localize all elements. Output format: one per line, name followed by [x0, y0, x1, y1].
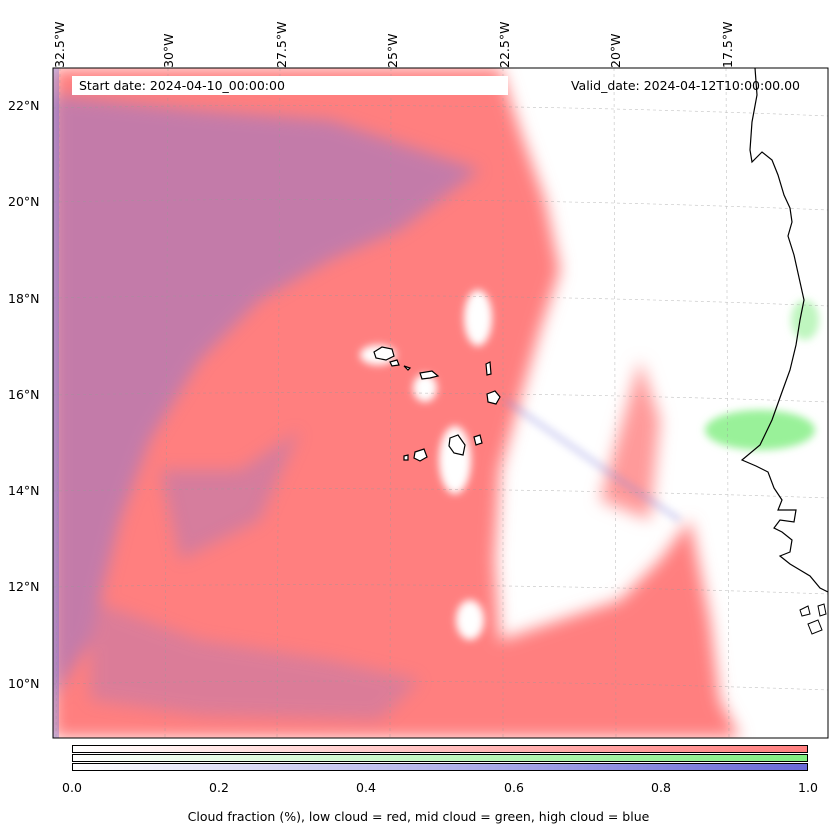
lon-label: 25°W — [385, 33, 400, 68]
colorbar-tick: 0.2 — [209, 780, 229, 795]
clear-patches — [360, 290, 492, 640]
colorbar-tick: 0.8 — [651, 780, 671, 795]
map-frame — [52, 67, 829, 739]
lat-label: 22°N — [8, 98, 40, 113]
high-cloud-streak — [53, 68, 682, 738]
africa-coastline — [740, 68, 828, 593]
lon-label: 20°W — [608, 33, 623, 68]
colorbar-mid-cloud — [72, 754, 808, 762]
lat-label: 14°N — [8, 483, 40, 498]
colorbar-tick: 1.0 — [798, 780, 818, 795]
colorbar-low-cloud — [72, 745, 808, 753]
lon-label: 22.5°W — [497, 21, 512, 68]
bijagos-islands — [799, 603, 827, 635]
lat-label: 12°N — [8, 579, 40, 594]
valid-date-label: Valid_date: 2024-04-12T10:00:00.00 — [570, 78, 800, 93]
lon-label: 17.5°W — [720, 21, 735, 68]
start-date-label: Start date: 2024-04-10_00:00:00 — [79, 78, 285, 93]
lat-label: 20°N — [8, 194, 40, 209]
lat-label: 10°N — [8, 676, 40, 691]
colorbar-tick: 0.6 — [504, 780, 524, 795]
cape-verde-islands — [373, 346, 501, 462]
map-gridlines — [53, 68, 828, 738]
colorbar-tick: 0.4 — [356, 780, 376, 795]
lat-label: 16°N — [8, 387, 40, 402]
lat-label: 18°N — [8, 291, 40, 306]
colorbar-label: Cloud fraction (%), low cloud = red, mid… — [187, 809, 650, 824]
lon-label: 32.5°W — [52, 21, 67, 68]
lon-label: 30°W — [161, 33, 176, 68]
colorbar-tick: 0.0 — [62, 780, 82, 795]
lon-label: 27.5°W — [274, 21, 289, 68]
map-plot-area — [53, 68, 828, 738]
mixed-cloud-field — [53, 95, 480, 720]
colorbar-high-cloud — [72, 763, 808, 771]
start-date-box — [72, 76, 508, 95]
